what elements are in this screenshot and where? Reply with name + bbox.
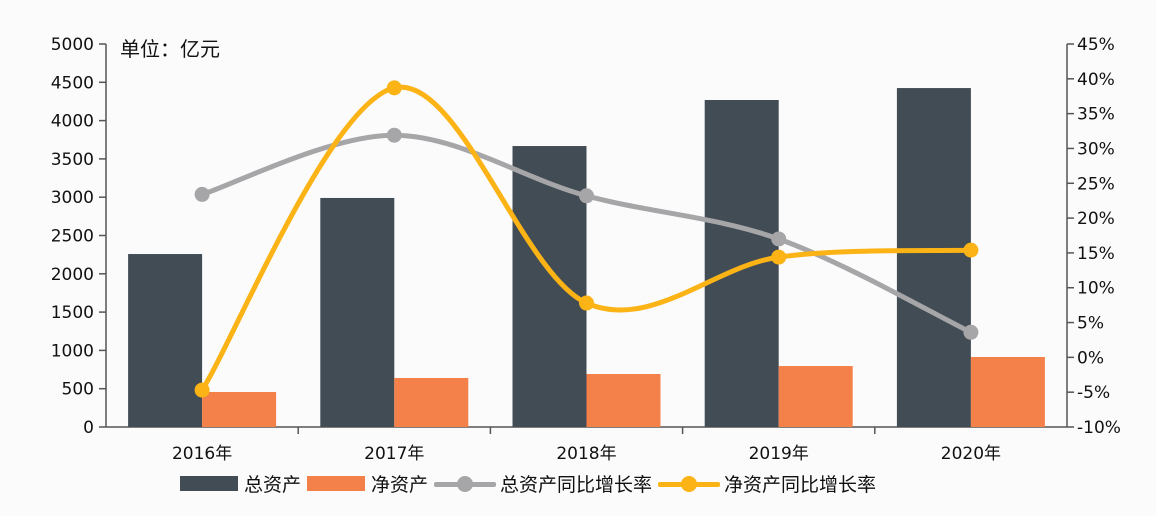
legend-label: 总资产 (244, 474, 302, 496)
left-tick-label: 3500 (51, 150, 94, 170)
bar-net-assets (970, 356, 1045, 427)
bar-total-assets (128, 254, 203, 427)
x-tick-label: 2016年 (172, 444, 232, 464)
left-tick-label: 3000 (51, 188, 94, 208)
line-marker-icon (434, 475, 497, 492)
bar-swatch-icon (180, 476, 238, 491)
right-tick-label: 0% (1077, 348, 1104, 368)
right-tick-label: -5% (1077, 383, 1110, 403)
data-point-marker (194, 382, 210, 398)
right-tick-label: 40% (1077, 70, 1115, 90)
legend-item-total-assets-growth[interactable]: 总资产同比增长率 (434, 470, 652, 497)
right-tick-label: 25% (1077, 174, 1115, 194)
left-tick-label: 1500 (51, 303, 94, 323)
bar-total-assets (512, 146, 587, 428)
x-tick-label: 2017年 (364, 444, 424, 464)
data-point-marker (579, 295, 594, 311)
lines (194, 80, 979, 398)
right-tick-label: 5% (1077, 314, 1104, 334)
bar-net-assets (586, 373, 661, 427)
legend-label: 总资产同比增长率 (500, 474, 653, 496)
right-tick-label: 30% (1077, 139, 1115, 159)
right-tick-label: -10% (1077, 418, 1121, 438)
data-point-marker (963, 242, 979, 258)
left-tick-label: 2000 (51, 265, 94, 285)
bars (128, 88, 1045, 428)
right-tick-label: 45% (1077, 35, 1115, 55)
bar-total-assets (704, 99, 779, 427)
left-tick-label: 0 (83, 418, 94, 438)
right-tick-label: 20% (1077, 209, 1115, 229)
legend-item-total-assets[interactable]: 总资产 (180, 470, 301, 497)
right-tick-label: 10% (1077, 279, 1115, 299)
legend: 总资产 净资产 总资产同比增长率 净资产同比增长率 (180, 470, 882, 497)
left-tick-label: 4500 (51, 73, 94, 93)
data-point-marker (963, 324, 979, 340)
data-point-marker (771, 231, 787, 247)
data-point-marker (579, 188, 594, 204)
x-tick-label: 2018年 (556, 444, 616, 464)
line-net-assets-growth (199, 84, 974, 393)
bar-total-assets (320, 197, 395, 427)
left-tick-label: 2500 (51, 227, 94, 247)
bar-net-assets (202, 391, 277, 427)
legend-label: 净资产同比增长率 (724, 474, 877, 496)
legend-item-net-assets-growth[interactable]: 净资产同比增长率 (658, 470, 876, 497)
left-tick-label: 5000 (51, 35, 94, 55)
data-point-marker (386, 80, 402, 96)
legend-item-net-assets[interactable]: 净资产 (307, 470, 428, 497)
line-marker-icon (658, 475, 721, 492)
data-point-marker (771, 249, 787, 265)
bar-total-assets (896, 88, 971, 428)
data-point-marker (194, 186, 210, 202)
bar-net-assets (394, 377, 469, 427)
bar-net-assets (778, 366, 853, 427)
bar-swatch-icon (307, 476, 366, 491)
right-tick-label: 35% (1077, 105, 1115, 125)
x-tick-label: 2019年 (749, 444, 809, 464)
data-point-marker (386, 127, 402, 143)
axes: 0 500 1000 1500 2000 2500 3000 3500 4000 4500 5000… (51, 35, 1121, 464)
left-tick-label: 1000 (51, 341, 94, 361)
unit-label: 单位：亿元 (120, 37, 220, 61)
right-tick-label: 15% (1077, 244, 1115, 264)
legend-label: 净资产 (371, 474, 429, 496)
left-tick-label: 4000 (51, 112, 94, 132)
x-tick-label: 2020年 (941, 444, 1001, 464)
left-tick-label: 500 (62, 380, 94, 400)
